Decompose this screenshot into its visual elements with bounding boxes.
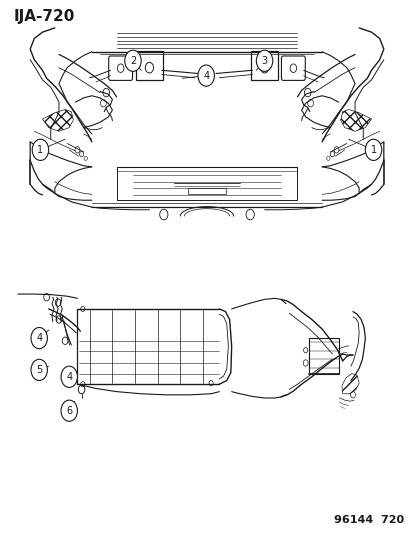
FancyBboxPatch shape bbox=[250, 51, 278, 80]
Bar bbox=[188, 188, 225, 195]
Circle shape bbox=[61, 400, 77, 421]
Circle shape bbox=[364, 139, 381, 160]
Circle shape bbox=[256, 50, 272, 71]
Circle shape bbox=[32, 139, 49, 160]
Circle shape bbox=[61, 366, 77, 387]
Text: 4: 4 bbox=[36, 333, 42, 343]
Text: 5: 5 bbox=[36, 365, 42, 375]
Text: 2: 2 bbox=[130, 56, 136, 66]
Text: 96144  720: 96144 720 bbox=[333, 515, 404, 525]
Text: 4: 4 bbox=[66, 372, 72, 382]
Text: 1: 1 bbox=[370, 145, 376, 155]
FancyBboxPatch shape bbox=[281, 56, 304, 80]
Text: 4: 4 bbox=[203, 70, 209, 80]
Circle shape bbox=[197, 65, 214, 86]
FancyBboxPatch shape bbox=[135, 51, 163, 80]
Bar bbox=[308, 337, 338, 374]
Text: 3: 3 bbox=[261, 56, 267, 66]
Circle shape bbox=[31, 327, 47, 349]
Text: 1: 1 bbox=[37, 145, 43, 155]
Text: IJA-720: IJA-720 bbox=[14, 10, 75, 25]
Circle shape bbox=[31, 359, 47, 381]
FancyBboxPatch shape bbox=[109, 56, 132, 80]
Circle shape bbox=[124, 50, 141, 71]
Text: 6: 6 bbox=[66, 406, 72, 416]
